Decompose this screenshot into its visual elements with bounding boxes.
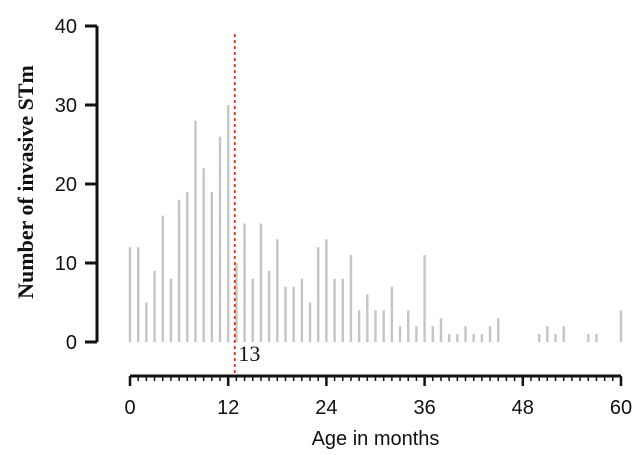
bar-month-16 xyxy=(259,223,263,342)
bar-month-6 xyxy=(177,199,181,342)
bar-month-0 xyxy=(128,247,132,342)
y-tick-label: 40 xyxy=(55,16,77,38)
x-axis-label: Age in months xyxy=(312,428,440,450)
bar-month-7 xyxy=(186,191,189,342)
bar-month-10 xyxy=(210,191,214,342)
bar-month-53 xyxy=(562,326,565,342)
bar-month-52 xyxy=(554,334,557,342)
bar-month-8 xyxy=(194,120,197,342)
x-tick-label: 24 xyxy=(315,397,337,419)
bar-month-9 xyxy=(202,168,205,342)
bar-month-41 xyxy=(464,326,467,342)
bar-month-50 xyxy=(537,334,541,342)
bar-month-51 xyxy=(546,326,549,342)
bar-month-39 xyxy=(447,334,451,342)
bar-month-35 xyxy=(415,326,418,342)
annotation-label: 13 xyxy=(238,341,260,366)
y-tick-label: 0 xyxy=(66,332,77,354)
bar-month-15 xyxy=(251,278,254,342)
bar-month-32 xyxy=(390,286,394,342)
bar-month-4 xyxy=(161,215,164,342)
bar-month-12 xyxy=(227,105,230,342)
bar-month-26 xyxy=(341,278,344,342)
bar-month-56 xyxy=(587,334,590,342)
bar-month-3 xyxy=(153,270,156,342)
bar-month-33 xyxy=(398,326,402,342)
bar-month-27 xyxy=(349,255,353,342)
bar-month-57 xyxy=(595,334,598,342)
bar-month-29 xyxy=(366,294,369,342)
bar-month-22 xyxy=(308,302,312,342)
x-tick-label: 60 xyxy=(610,397,632,419)
bar-month-60 xyxy=(619,310,623,342)
bar-month-44 xyxy=(488,326,492,342)
bar-month-14 xyxy=(243,223,246,342)
bar-month-19 xyxy=(284,286,287,342)
y-ticks: 0 10 20 30 40 xyxy=(55,16,97,354)
bar-month-38 xyxy=(439,318,443,342)
bar-month-45 xyxy=(497,318,500,342)
bar-month-40 xyxy=(456,334,459,342)
x-tick-label: 48 xyxy=(512,397,534,419)
y-tick-label: 20 xyxy=(55,174,77,196)
bar-month-25 xyxy=(333,278,336,342)
bar-month-31 xyxy=(382,310,385,342)
x-ticks: 0 12 24 36 48 60 xyxy=(124,376,632,419)
bar-month-11 xyxy=(218,136,222,342)
bars-layer xyxy=(128,105,623,342)
y-axis-label: Number of invasive STm xyxy=(13,65,38,299)
bar-month-37 xyxy=(431,326,434,342)
bar-month-28 xyxy=(357,310,361,342)
bar-month-23 xyxy=(317,247,320,342)
x-tick-label: 12 xyxy=(217,397,239,419)
bar-month-1 xyxy=(136,247,140,342)
x-tick-label: 0 xyxy=(124,397,135,419)
bar-month-21 xyxy=(300,278,304,342)
bar-month-13 xyxy=(235,263,238,342)
bar-month-30 xyxy=(374,310,377,342)
bar-month-34 xyxy=(407,310,410,342)
bar-month-20 xyxy=(292,286,295,342)
bar-month-43 xyxy=(480,334,484,342)
bar-month-17 xyxy=(267,270,271,342)
bar-month-24 xyxy=(325,239,328,342)
x-tick-label: 36 xyxy=(413,397,435,419)
bar-month-36 xyxy=(423,255,426,342)
y-tick-label: 30 xyxy=(55,95,77,117)
bar-month-42 xyxy=(472,334,475,342)
bar-month-2 xyxy=(145,302,148,342)
y-tick-label: 10 xyxy=(55,253,77,275)
bar-month-18 xyxy=(276,239,279,342)
bar-month-5 xyxy=(169,278,173,342)
